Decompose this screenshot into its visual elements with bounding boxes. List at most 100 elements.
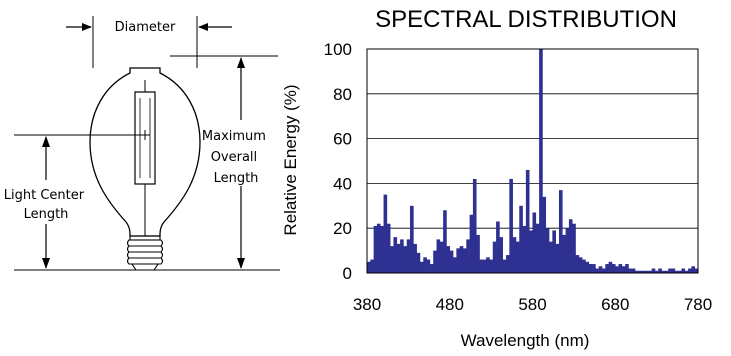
bar [588, 264, 593, 273]
bar [562, 234, 566, 273]
bar [661, 270, 666, 273]
bar [578, 257, 583, 273]
bar [400, 239, 404, 273]
bar [393, 237, 398, 273]
bar [367, 261, 371, 273]
bar [525, 169, 530, 273]
bar [515, 241, 520, 273]
bar [443, 210, 447, 273]
bar [370, 259, 374, 273]
bar [436, 239, 441, 273]
light-center-arrowhead-bottom [42, 258, 50, 269]
x-axis-label: Wavelength (nm) [461, 331, 590, 350]
bar [681, 268, 686, 273]
bar [380, 225, 384, 273]
x-tick-label: 480 [436, 295, 464, 314]
bar [654, 270, 659, 273]
bar [645, 270, 649, 273]
bar [476, 234, 480, 273]
y-tick-label: 80 [333, 85, 352, 104]
bar [396, 243, 401, 273]
bar [552, 230, 556, 273]
bar [688, 268, 692, 273]
bar [638, 270, 643, 273]
bar [419, 261, 424, 273]
bar [472, 178, 477, 273]
bar [423, 257, 427, 273]
bar [416, 252, 421, 273]
bar [671, 268, 676, 273]
max-length-arrowhead-top [237, 57, 245, 68]
bar [469, 214, 474, 273]
bar [641, 270, 646, 273]
bar [585, 261, 590, 273]
x-tick-label: 580 [518, 295, 546, 314]
bar [545, 228, 550, 273]
bar [565, 228, 570, 273]
diameter-label: Diameter [115, 20, 176, 35]
bar [449, 250, 454, 273]
y-tick-label: 40 [333, 174, 352, 193]
bar [466, 239, 470, 273]
y-tick-label: 20 [333, 219, 352, 238]
diameter-left-arrowhead [82, 23, 92, 31]
bar [413, 243, 417, 273]
bar [651, 268, 656, 273]
bar [658, 268, 662, 273]
bar [532, 212, 537, 273]
bar [608, 261, 613, 273]
gridlines [367, 93, 698, 229]
bar [403, 246, 408, 273]
bar [539, 49, 543, 273]
bar [373, 225, 378, 273]
bar [529, 230, 533, 273]
light-center-label-line-1: Light Center [4, 188, 85, 203]
bar [694, 268, 699, 273]
bar [386, 223, 391, 273]
bar [492, 241, 497, 273]
bar [502, 259, 507, 273]
y-tick-labels: 0 20 40 60 80 100 [324, 40, 352, 283]
bar [376, 223, 381, 273]
bar [426, 259, 431, 273]
bar [664, 270, 669, 273]
bar [691, 266, 695, 273]
bar [602, 268, 606, 273]
plot-frame [366, 48, 699, 274]
max-length-label-line-2: Overall [211, 150, 257, 165]
bar [522, 225, 527, 273]
bar [390, 246, 394, 273]
y-tick-label: 100 [324, 40, 352, 59]
bar [555, 243, 560, 273]
light-center-arrowhead-top [42, 136, 50, 147]
bar [433, 250, 437, 273]
bar [406, 239, 411, 273]
bars [367, 49, 699, 273]
bar [446, 246, 451, 273]
bar [568, 219, 573, 273]
bar [615, 266, 619, 273]
bar [509, 178, 513, 273]
bar [456, 248, 460, 273]
y-axis-label: Relative Energy (%) [281, 84, 300, 235]
max-length-label-line-1: Maximum [202, 129, 266, 144]
bar [542, 196, 547, 273]
light-center-label-line-2: Length [24, 207, 69, 222]
diameter-right-arrowhead [198, 23, 208, 31]
light-center-label: Light Center Length [4, 188, 88, 222]
bar [479, 259, 484, 273]
bar [598, 266, 603, 273]
bar [668, 268, 672, 273]
bar [582, 259, 586, 273]
bar [506, 255, 510, 273]
bar [572, 223, 576, 273]
bar [631, 268, 636, 273]
bar [383, 194, 388, 273]
y-tick-label: 60 [333, 130, 352, 149]
bar [625, 264, 629, 273]
bar [486, 257, 490, 273]
bar [605, 264, 609, 273]
bar [674, 270, 679, 273]
bar [575, 255, 580, 273]
bar [628, 268, 633, 273]
